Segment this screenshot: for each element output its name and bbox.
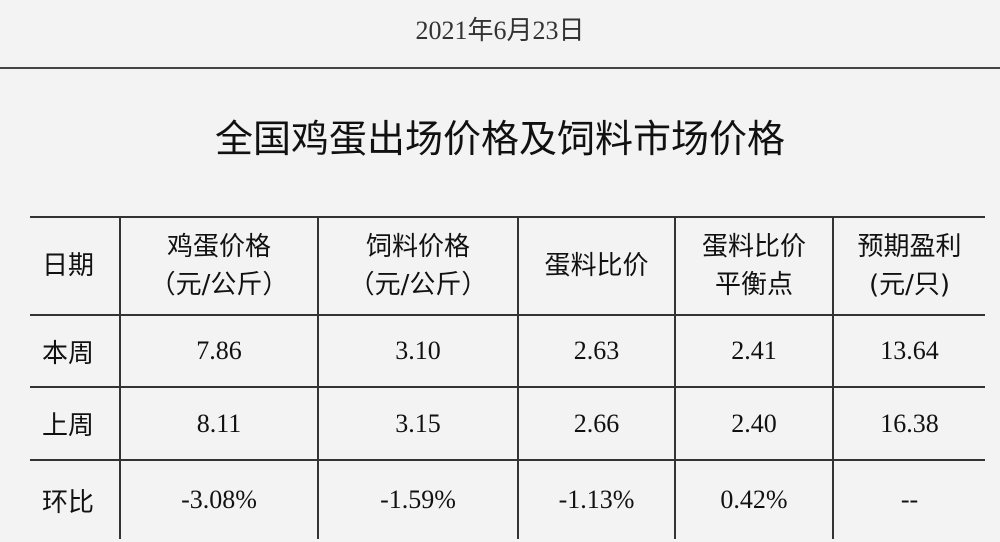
header-line: 日期 [42, 251, 95, 281]
header-line: 预期盈利 [857, 232, 962, 262]
row-label: 环比 [30, 459, 121, 539]
table-row: 上周 8.11 3.15 2.66 2.40 16.38 [30, 386, 985, 461]
cell: 2.63 [517, 314, 676, 388]
date: 2021年6月23日 [415, 16, 585, 45]
header-cell: 预期盈利 (元/只) [832, 216, 985, 316]
header-line: 平衡点 [714, 270, 793, 300]
header-cell: 日期 [30, 216, 121, 316]
header-cell: 饲料价格 （元/公斤） [317, 216, 519, 316]
cell: 2.66 [517, 386, 676, 461]
title: 全国鸡蛋出场价格及饲料市场价格 [214, 117, 785, 161]
cell: -3.08% [119, 459, 319, 539]
cell: 13.64 [832, 314, 985, 388]
cell: 7.86 [119, 314, 319, 388]
header-line: 饲料价格 [365, 232, 470, 262]
table-row: 环比 -3.08% -1.59% -1.13% 0.42% -- [30, 459, 985, 539]
cell: 2.41 [674, 314, 834, 388]
header-line: （元/公斤） [149, 270, 289, 300]
header-cell: 鸡蛋价格 （元/公斤） [119, 216, 319, 316]
header-row: 日期 鸡蛋价格 （元/公斤） 饲料价格 （元/公斤） 蛋料比价 蛋料比价 平衡点 预期盈利 (元/… [30, 216, 985, 316]
header-line: (元/只) [868, 270, 951, 300]
cell: -- [832, 459, 985, 539]
cell: -1.13% [517, 459, 676, 539]
header-line: 鸡蛋价格 [166, 232, 271, 262]
header-cell: 蛋料比价 平衡点 [674, 216, 834, 316]
cell: 2.40 [674, 386, 834, 461]
header-cell: 蛋料比价 [517, 216, 676, 316]
cell: 3.10 [317, 314, 519, 388]
price-table: 日期 鸡蛋价格 （元/公斤） 饲料价格 （元/公斤） 蛋料比价 蛋料比价 平衡点 预期盈利 (元/… [30, 216, 985, 539]
cell: 16.38 [832, 386, 985, 461]
header-line: （元/公斤） [348, 270, 488, 300]
divider [0, 67, 1000, 69]
row-label: 上周 [30, 386, 121, 461]
header-line: 蛋料比价 [544, 251, 649, 281]
header-line: 蛋料比价 [701, 232, 806, 262]
cell: 0.42% [674, 459, 834, 539]
cell: 8.11 [119, 386, 319, 461]
cell: 3.15 [317, 386, 519, 461]
table-row: 本周 7.86 3.10 2.63 2.41 13.64 [30, 314, 985, 388]
row-label: 本周 [30, 314, 121, 388]
cell: -1.59% [317, 459, 519, 539]
